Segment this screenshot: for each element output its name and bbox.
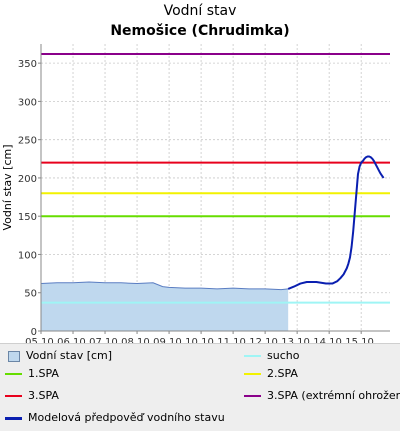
legend-label: Modelová předpověď vodního stavu	[28, 411, 225, 424]
legend-label: 1.SPA	[28, 367, 59, 380]
legend-item-water-level: Vodní stav [cm]	[8, 348, 112, 364]
y-tick-label: 250	[18, 136, 37, 147]
legend: Vodní stav [cm] sucho 1.SPA 2.SPA 3.SPA …	[0, 343, 400, 431]
legend-label: 3.SPA (extrémní ohrožení)	[267, 389, 400, 402]
y-axis-label: Vodní stav [cm]	[1, 144, 14, 230]
y-tick-label: 150	[18, 212, 37, 223]
legend-swatch	[5, 416, 22, 420]
legend-swatch	[244, 395, 261, 397]
x-tick-label: 13.10.	[281, 337, 313, 343]
legend-item-spa3: 3.SPA	[5, 388, 59, 404]
x-tick-label: 12.10.	[249, 337, 281, 343]
legend-swatch	[5, 373, 22, 375]
y-tick-label: 300	[18, 97, 37, 108]
x-tick-label: 09.10.	[153, 337, 185, 343]
legend-swatch	[8, 350, 20, 362]
x-tick-label: 07.10.	[89, 337, 121, 343]
y-tick-label: 0	[31, 327, 37, 338]
legend-swatch	[244, 355, 261, 357]
legend-label: 2.SPA	[267, 367, 298, 380]
chart-subtitle: Nemošice (Chrudimka)	[110, 23, 290, 39]
x-tick-label: 05.10.	[25, 337, 57, 343]
legend-item-spa2: 2.SPA	[244, 366, 298, 382]
legend-item-spa3-extreme: 3.SPA (extrémní ohrožení)	[244, 388, 400, 404]
legend-item-spa1: 1.SPA	[5, 366, 59, 382]
y-tick-label: 100	[18, 250, 37, 261]
series-water-level-area	[41, 282, 289, 331]
legend-swatch	[5, 395, 22, 397]
chart-title: Vodní stav	[163, 3, 237, 19]
legend-swatch	[244, 373, 261, 375]
x-tick-label: 11.10.	[217, 337, 249, 343]
x-tick-label: 08.10.	[121, 337, 153, 343]
series-forecast-line	[287, 155, 385, 290]
x-tick-label: 10.10.	[185, 337, 217, 343]
legend-label: sucho	[267, 349, 300, 362]
y-tick-label: 50	[24, 289, 37, 300]
series-water-level-edge	[40, 281, 289, 291]
x-tick-label: 14.10.	[313, 337, 345, 343]
y-tick-label: 350	[18, 59, 37, 70]
x-tick-label: 06.10.	[57, 337, 89, 343]
legend-item-drought: sucho	[244, 348, 299, 364]
legend-item-forecast: Modelová předpověď vodního stavu	[5, 410, 225, 426]
legend-label: 3.SPA	[28, 389, 59, 402]
legend-label: Vodní stav [cm]	[26, 349, 113, 362]
y-tick-label: 200	[18, 174, 37, 185]
x-tick-label: 15.10.	[345, 337, 377, 343]
